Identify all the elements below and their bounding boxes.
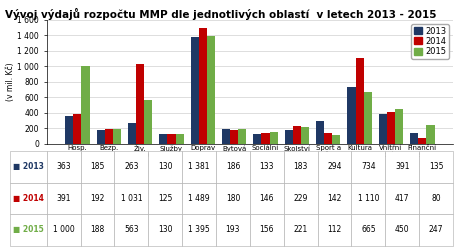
Bar bbox=[97, 129, 105, 144]
Legend: 2013, 2014, 2015: 2013, 2014, 2015 bbox=[411, 24, 449, 59]
Bar bbox=[207, 36, 215, 144]
Bar bbox=[65, 116, 73, 144]
Bar bbox=[387, 112, 395, 144]
Bar bbox=[230, 130, 238, 144]
Bar bbox=[301, 127, 309, 144]
Bar bbox=[418, 138, 426, 144]
Bar bbox=[144, 100, 152, 144]
Bar bbox=[222, 129, 230, 144]
Bar bbox=[293, 126, 301, 144]
Bar bbox=[81, 66, 90, 144]
Text: Vývoj výdajů rozpočtu MMP dle jednotlivých oblastí  v letech 2013 - 2015: Vývoj výdajů rozpočtu MMP dle jednotlivý… bbox=[5, 7, 436, 20]
Bar bbox=[355, 58, 364, 144]
Bar bbox=[269, 132, 278, 144]
Bar bbox=[426, 125, 434, 144]
Bar bbox=[199, 29, 207, 144]
Bar bbox=[191, 37, 199, 144]
Bar bbox=[105, 129, 113, 144]
Bar bbox=[238, 129, 247, 144]
Bar bbox=[285, 130, 293, 144]
Bar bbox=[73, 114, 81, 144]
Bar bbox=[395, 109, 403, 144]
Bar bbox=[167, 134, 176, 144]
Bar bbox=[262, 132, 269, 144]
Bar bbox=[176, 134, 184, 144]
Bar bbox=[159, 134, 167, 144]
Bar bbox=[324, 133, 333, 144]
Bar bbox=[113, 129, 121, 144]
Bar bbox=[128, 124, 136, 144]
Bar bbox=[410, 133, 418, 144]
Bar bbox=[379, 114, 387, 144]
Bar bbox=[333, 135, 340, 144]
Y-axis label: (v mil. Kč): (v mil. Kč) bbox=[6, 62, 14, 101]
Bar bbox=[364, 92, 372, 144]
Bar bbox=[136, 64, 144, 144]
Bar bbox=[347, 87, 355, 144]
Bar bbox=[253, 133, 262, 144]
Bar bbox=[316, 121, 324, 144]
